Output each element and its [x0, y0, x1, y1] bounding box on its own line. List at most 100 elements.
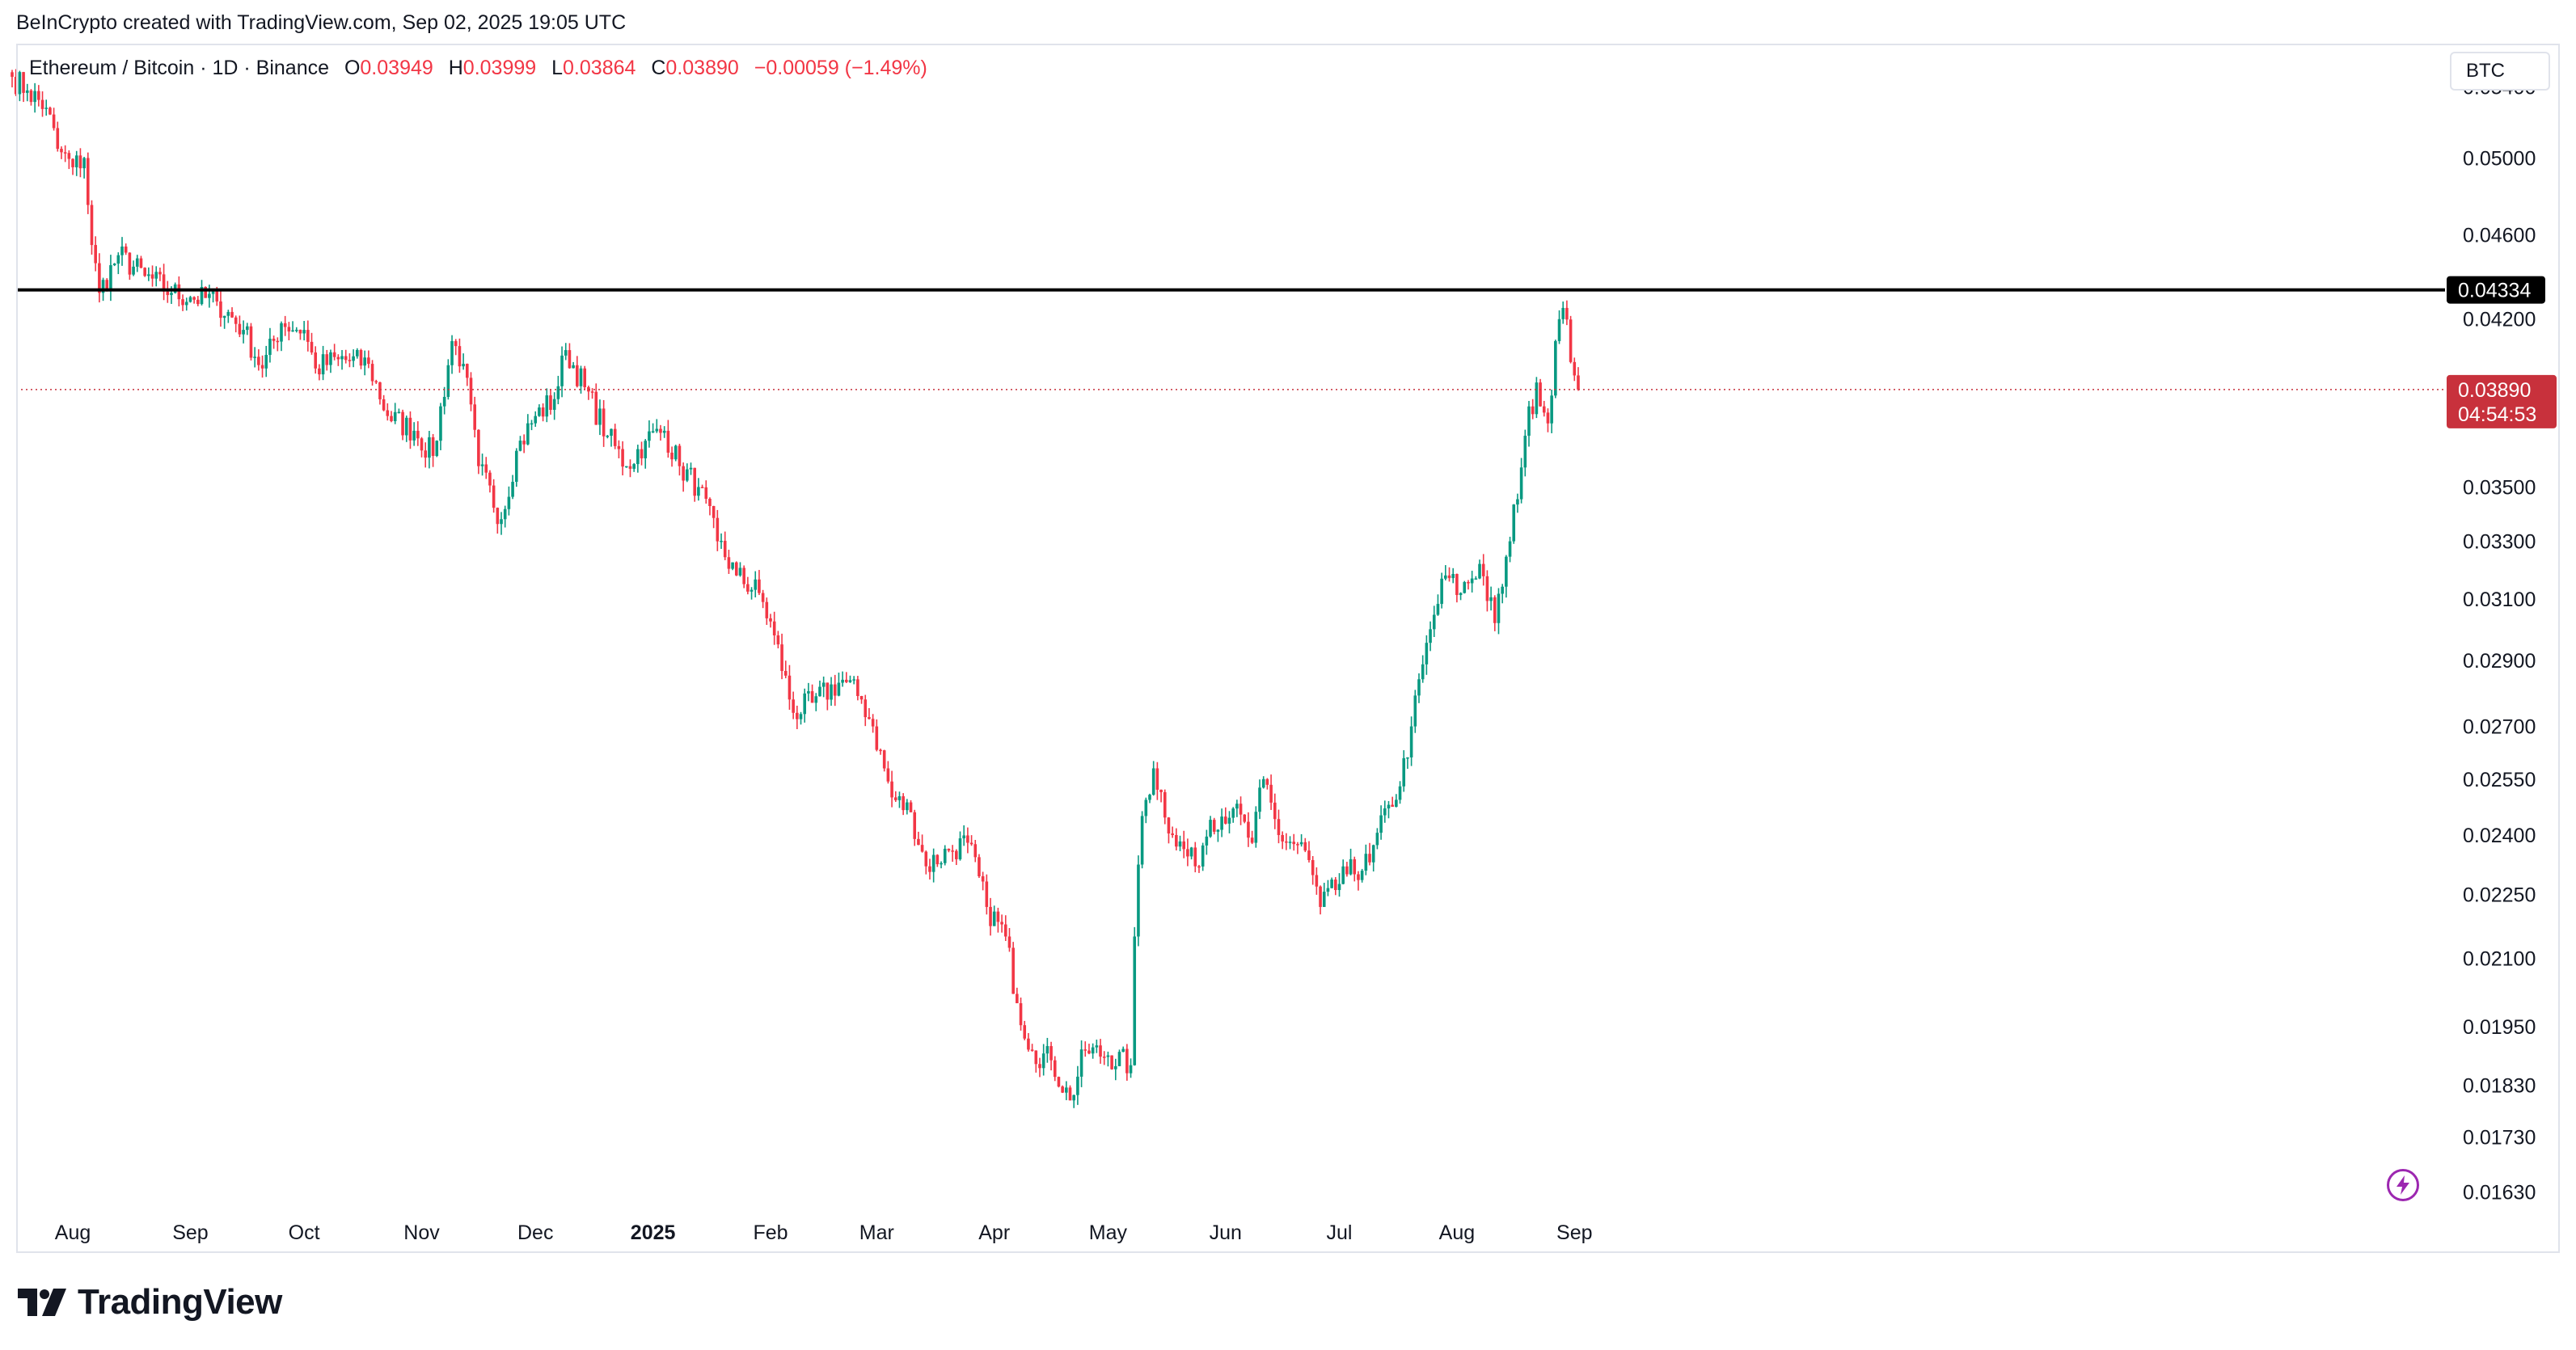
candle	[306, 320, 310, 352]
candle-body	[378, 382, 382, 399]
candle-body	[1561, 307, 1565, 319]
candle-body	[651, 431, 655, 432]
candle-body	[621, 449, 624, 467]
candles-layer	[11, 69, 1580, 1108]
y-tick-label: 0.04200	[2463, 308, 2536, 331]
candle	[44, 99, 49, 116]
candle-body	[814, 696, 818, 703]
tradingview-logo[interactable]: TradingView	[18, 1282, 282, 1323]
candle	[594, 383, 598, 425]
candle-body	[291, 330, 294, 332]
candle-body	[94, 245, 97, 264]
candle-body	[469, 378, 473, 405]
candle	[1227, 811, 1231, 833]
candle-body	[1398, 786, 1402, 800]
candle	[60, 146, 63, 159]
y-tick-label: 0.01950	[2463, 1016, 2536, 1039]
candle	[1235, 799, 1239, 817]
candle-body	[272, 338, 276, 341]
candle	[909, 799, 913, 812]
candle	[1470, 571, 1474, 593]
candle	[697, 478, 700, 501]
candle-body	[886, 768, 890, 782]
candle	[1016, 987, 1019, 1004]
candle-body	[617, 445, 621, 449]
candle	[1159, 789, 1163, 803]
candle-body	[750, 589, 754, 592]
candle	[931, 848, 935, 883]
candle	[780, 633, 783, 680]
candle-body	[492, 485, 496, 508]
candle-body	[1470, 578, 1474, 584]
candle-body	[401, 411, 404, 436]
candle	[621, 441, 624, 476]
candle	[955, 849, 958, 866]
candle-body	[1285, 841, 1288, 843]
candle-body	[522, 441, 526, 445]
candle	[978, 854, 981, 879]
candle	[1501, 584, 1504, 604]
candle	[29, 89, 33, 106]
candle	[1057, 1076, 1061, 1088]
candle-body	[1478, 563, 1481, 579]
candle	[818, 680, 821, 697]
candle-body	[1432, 614, 1436, 630]
candle-body	[973, 844, 978, 858]
candle-body	[170, 293, 173, 295]
candle-body	[981, 875, 985, 882]
candle	[514, 448, 518, 487]
candle	[1349, 848, 1353, 875]
candle	[776, 631, 780, 649]
candle	[750, 587, 754, 600]
candle	[492, 479, 496, 513]
candle-body	[845, 679, 848, 682]
candle	[924, 850, 928, 875]
candle-body	[1554, 340, 1557, 396]
candle-body	[1250, 837, 1254, 843]
candle	[1171, 826, 1174, 838]
candle	[226, 310, 230, 323]
candle	[720, 533, 723, 549]
candle-body	[219, 301, 222, 319]
candle	[511, 475, 514, 500]
x-tick-label: Aug	[55, 1221, 91, 1244]
legend-symbol[interactable]: Ethereum / Bitcoin · 1D · Binance	[29, 57, 329, 79]
candle	[420, 437, 424, 458]
candle-body	[124, 246, 128, 253]
candle	[821, 676, 826, 698]
candle	[1436, 594, 1440, 616]
candle-body	[90, 205, 94, 246]
candle	[1467, 580, 1470, 590]
candle	[234, 315, 238, 333]
candle	[257, 349, 260, 371]
candle	[1569, 315, 1573, 364]
candle	[875, 719, 879, 752]
candle	[367, 350, 370, 369]
candle-body	[355, 350, 359, 356]
candle-body	[583, 368, 586, 387]
candle	[1193, 842, 1197, 873]
candle-body	[837, 682, 841, 696]
candle	[211, 289, 215, 303]
candle	[1261, 776, 1265, 789]
candle-body	[1273, 802, 1277, 820]
candle-body	[666, 430, 670, 453]
currency-button[interactable]: BTC	[2450, 52, 2550, 91]
candle	[1113, 1058, 1117, 1081]
candle-body	[1068, 1087, 1072, 1101]
candle	[280, 321, 283, 352]
candle-body	[477, 429, 480, 466]
candle	[845, 672, 848, 684]
candle-body	[700, 487, 704, 488]
lightning-icon[interactable]	[2387, 1169, 2419, 1201]
candle-body	[772, 621, 776, 635]
candle-body	[1353, 859, 1357, 875]
candle-body	[222, 315, 226, 319]
candle-body	[1459, 593, 1463, 596]
candle-body	[1148, 795, 1151, 800]
candle	[1049, 1041, 1053, 1071]
x-tick-label: Apr	[978, 1221, 1010, 1244]
candle-body	[1224, 816, 1227, 824]
candle-body	[799, 714, 803, 719]
